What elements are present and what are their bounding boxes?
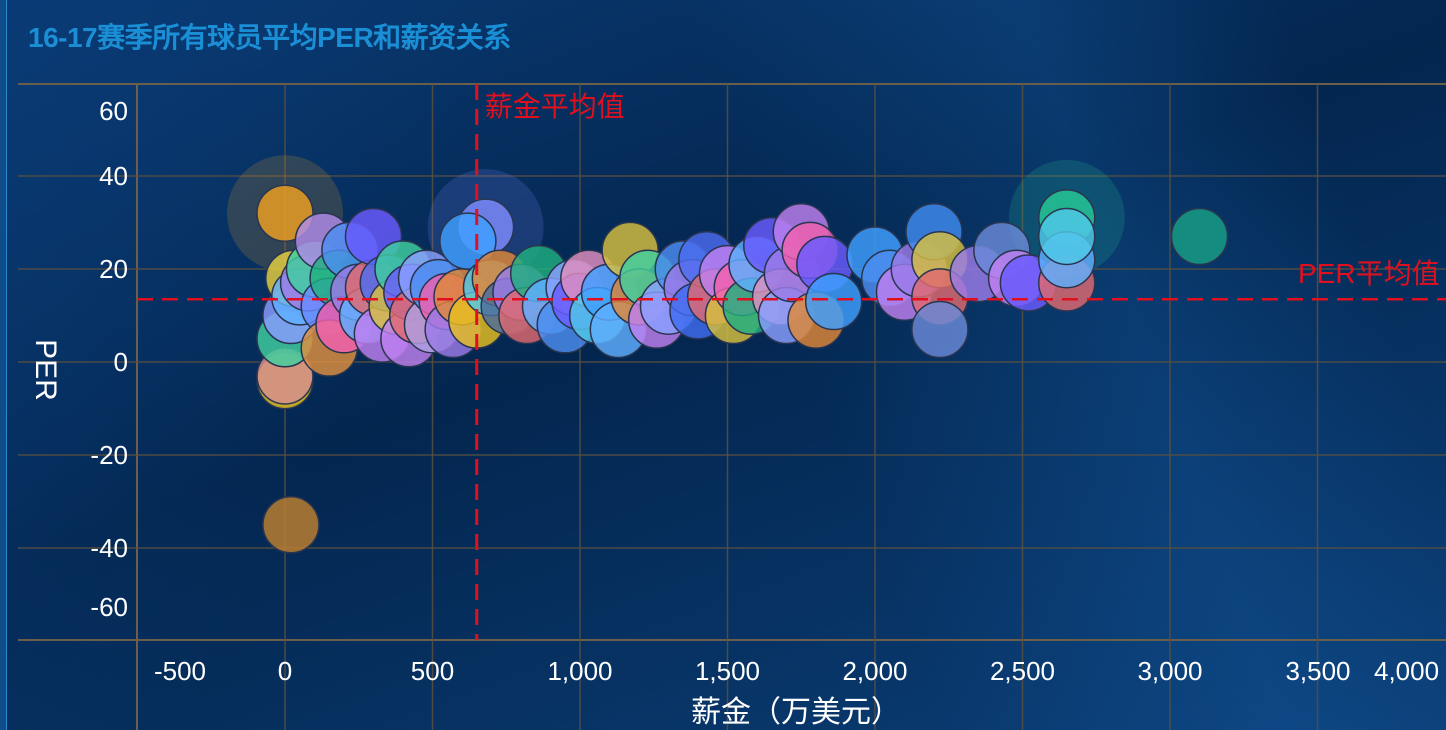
y-tick-label: 40 xyxy=(99,161,128,191)
data-point xyxy=(439,212,497,270)
y-tick-label: 20 xyxy=(99,254,128,284)
x-tick-label: -500 xyxy=(154,656,206,686)
x-tick-label: 4,000 xyxy=(1374,656,1439,686)
x-tick-label: 2,500 xyxy=(990,656,1055,686)
reference-lines: 薪金平均值 PER平均值 xyxy=(137,84,1446,640)
x-tick-label: 2,000 xyxy=(842,656,907,686)
y-tick-label: 0 xyxy=(114,347,128,377)
x-tick-label: 3,500 xyxy=(1285,656,1350,686)
per-mean-label: PER平均值 xyxy=(1298,258,1440,289)
data-point xyxy=(911,300,969,359)
y-tick-label: 60 xyxy=(99,96,128,126)
x-tick-label: 0 xyxy=(278,656,292,686)
chart-title: 16-17赛季所有球员平均PER和薪资关系 xyxy=(28,22,511,53)
grid-lines xyxy=(18,83,1446,730)
data-point xyxy=(1170,207,1229,266)
y-tick-label: -20 xyxy=(90,440,128,470)
data-points xyxy=(227,155,1229,554)
data-point xyxy=(262,496,320,554)
x-tick-label: 500 xyxy=(411,656,454,686)
data-point xyxy=(804,272,863,331)
x-tick-label: 1,000 xyxy=(547,656,612,686)
y-axis-label: PER xyxy=(29,339,62,401)
data-point xyxy=(1038,207,1096,266)
x-tick-label: 1,500 xyxy=(695,656,760,686)
y-tick-label: -40 xyxy=(90,533,128,563)
y-tick-label: -60 xyxy=(90,592,128,622)
tick-labels: -60 -40 -20 0 20 40 60 -500 0 500 1,000 1,500 2,000 2… xyxy=(90,96,1439,686)
x-axis-label: 薪金（万美元） xyxy=(691,696,901,729)
x-tick-label: 3,000 xyxy=(1137,656,1202,686)
panel-edge xyxy=(0,0,7,730)
salary-mean-label: 薪金平均值 xyxy=(485,91,625,122)
